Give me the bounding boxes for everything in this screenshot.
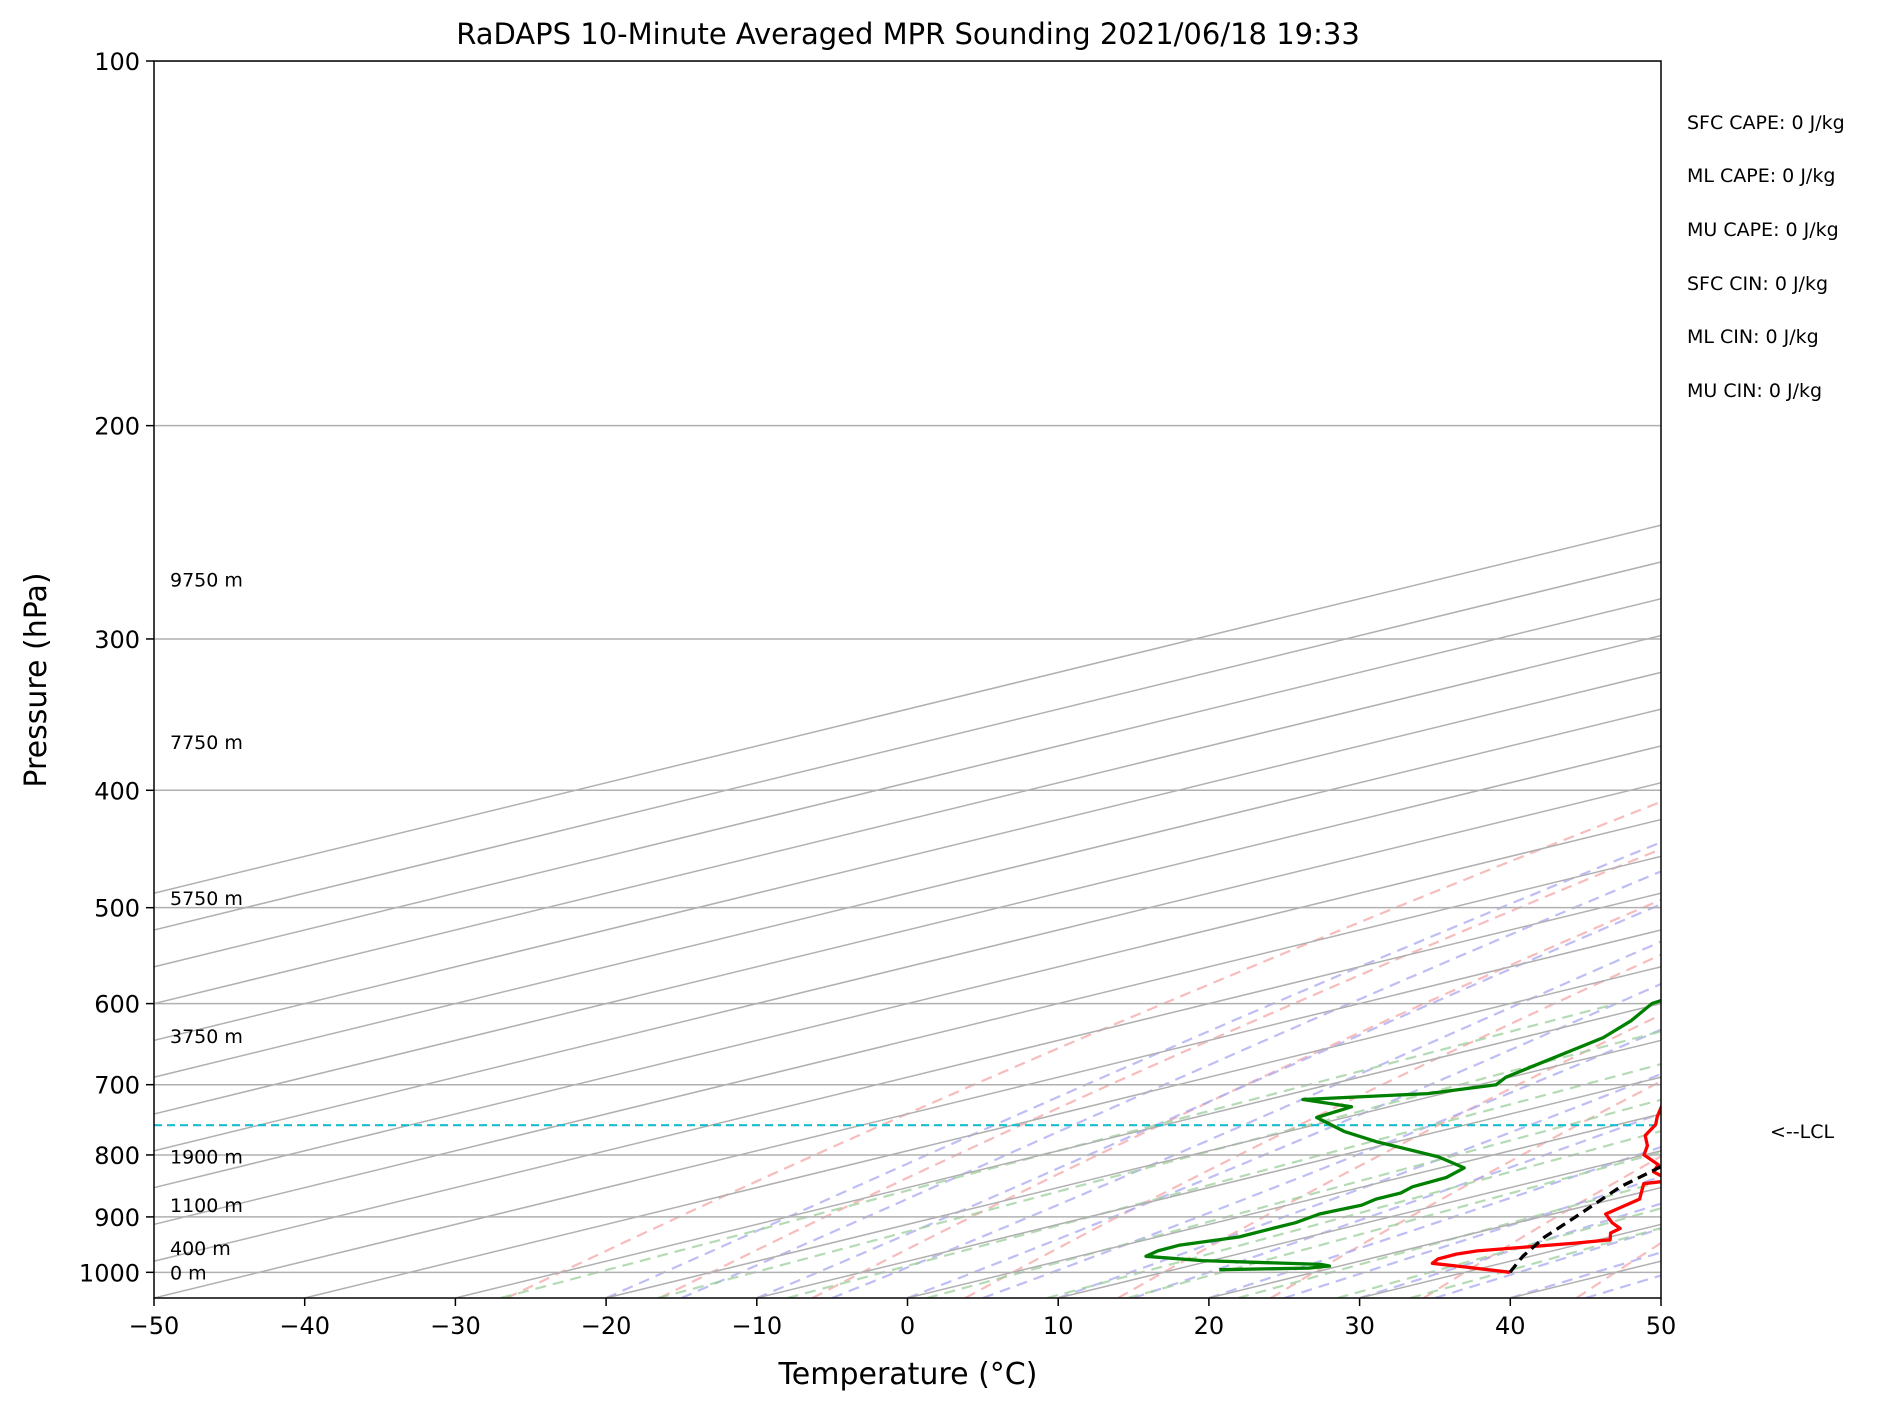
isotherm-gridline bbox=[154, 855, 1661, 1226]
x-axis-label: Temperature (°C) bbox=[778, 1357, 1038, 1392]
y-tick-label: 300 bbox=[94, 626, 140, 654]
height-label: 9750 m bbox=[170, 570, 243, 592]
mixing-ratio-line bbox=[1409, 1226, 1661, 1298]
y-tick-label: 500 bbox=[94, 895, 140, 923]
height-label: 1900 m bbox=[170, 1146, 243, 1168]
moist-adiabat bbox=[831, 940, 1661, 1298]
index-ml-cape: ML CAPE: 0 J/kg bbox=[1687, 165, 1835, 187]
temperature-profile bbox=[1430, 1103, 1661, 1274]
dry-adiabat bbox=[964, 953, 1661, 1298]
height-label: 0 m bbox=[170, 1262, 207, 1284]
x-tick-label: 10 bbox=[1043, 1312, 1074, 1340]
y-tick-label: 800 bbox=[94, 1142, 140, 1170]
y-tick-label: 700 bbox=[94, 1072, 140, 1100]
isotherm-gridline bbox=[154, 929, 1661, 1298]
isotherm-gridline bbox=[154, 561, 1661, 931]
x-tick-label: 20 bbox=[1194, 1312, 1225, 1340]
x-tick-label: −10 bbox=[731, 1312, 782, 1340]
y-tick-label: 600 bbox=[94, 991, 140, 1019]
x-tick-label: 30 bbox=[1344, 1312, 1375, 1340]
y-tick-label: 400 bbox=[94, 777, 140, 805]
dry-adiabat bbox=[1270, 1080, 1661, 1298]
isotherm-gridline bbox=[756, 1076, 1661, 1298]
dewpoint-profile bbox=[1144, 998, 1661, 1272]
mixing-ratio-line bbox=[1127, 1151, 1661, 1298]
sounding-profiles bbox=[1144, 998, 1661, 1274]
index-mu-cape: MU CAPE: 0 J/kg bbox=[1687, 219, 1839, 241]
isotherm-gridline bbox=[304, 966, 1661, 1298]
height-label: 400 m bbox=[170, 1238, 231, 1260]
moist-adiabat bbox=[907, 982, 1661, 1298]
index-sfc-cape: SFC CAPE: 0 J/kg bbox=[1687, 112, 1845, 134]
stability-indices: SFC CAPE: 0 J/kg ML CAPE: 0 J/kg MU CAPE… bbox=[1687, 112, 1845, 402]
mixing-ratio-line bbox=[1046, 1129, 1661, 1298]
axis-ticks: −50 −40 −30 −20 −10 0 10 20 30 40 50 1000 900 800 700 6… bbox=[79, 48, 1676, 1340]
dry-adiabats bbox=[506, 800, 1661, 1298]
isotherm-gridline bbox=[154, 818, 1661, 1189]
y-tick-label: 900 bbox=[94, 1204, 140, 1232]
isotherm-gridline bbox=[154, 524, 1661, 894]
mixing-ratio-line bbox=[787, 1063, 1661, 1298]
dry-adiabat bbox=[1117, 1013, 1661, 1298]
x-tick-label: −20 bbox=[581, 1312, 632, 1340]
moist-adiabat bbox=[1057, 1072, 1661, 1298]
moist-adiabat bbox=[1208, 1145, 1661, 1298]
y-tick-label: 100 bbox=[94, 48, 140, 76]
index-mu-cin: MU CIN: 0 J/kg bbox=[1687, 380, 1822, 402]
x-tick-label: −50 bbox=[129, 1312, 180, 1340]
index-sfc-cin: SFC CIN: 0 J/kg bbox=[1687, 273, 1828, 295]
isotherm-gridline bbox=[154, 745, 1661, 1115]
x-tick-label: 0 bbox=[900, 1312, 915, 1340]
height-label: 3750 m bbox=[170, 1026, 243, 1048]
y-tick-label: 1000 bbox=[79, 1259, 140, 1287]
isotherm-gridline bbox=[154, 671, 1661, 1042]
y-tick-label: 200 bbox=[94, 413, 140, 441]
lcl-label: <--LCL bbox=[1770, 1121, 1834, 1143]
isotherm-gridline bbox=[154, 892, 1661, 1262]
plot-area bbox=[154, 61, 1661, 1298]
x-tick-label: −40 bbox=[279, 1312, 330, 1340]
isotherm-gridline bbox=[154, 782, 1661, 1152]
mixing-ratio-line bbox=[657, 1030, 1661, 1298]
dry-adiabat bbox=[506, 800, 1661, 1298]
mixing-ratio-line bbox=[1237, 1180, 1661, 1298]
moist-adiabat bbox=[982, 1028, 1661, 1298]
isotherm-gridline bbox=[154, 634, 1661, 1005]
height-label: 7750 m bbox=[170, 732, 243, 754]
isotherm-gridline bbox=[154, 598, 1661, 968]
height-label: 5750 m bbox=[170, 888, 243, 910]
x-tick-label: −30 bbox=[430, 1312, 481, 1340]
chart-title: RaDAPS 10-Minute Averaged MPR Sounding 2… bbox=[456, 17, 1360, 51]
height-label: 1100 m bbox=[170, 1195, 243, 1217]
index-ml-cin: ML CIN: 0 J/kg bbox=[1687, 326, 1819, 348]
x-tick-label: 40 bbox=[1495, 1312, 1526, 1340]
isotherm-gridline bbox=[455, 1002, 1661, 1298]
x-tick-label: 50 bbox=[1646, 1312, 1677, 1340]
y-axis-label: Pressure (hPa) bbox=[19, 572, 54, 787]
